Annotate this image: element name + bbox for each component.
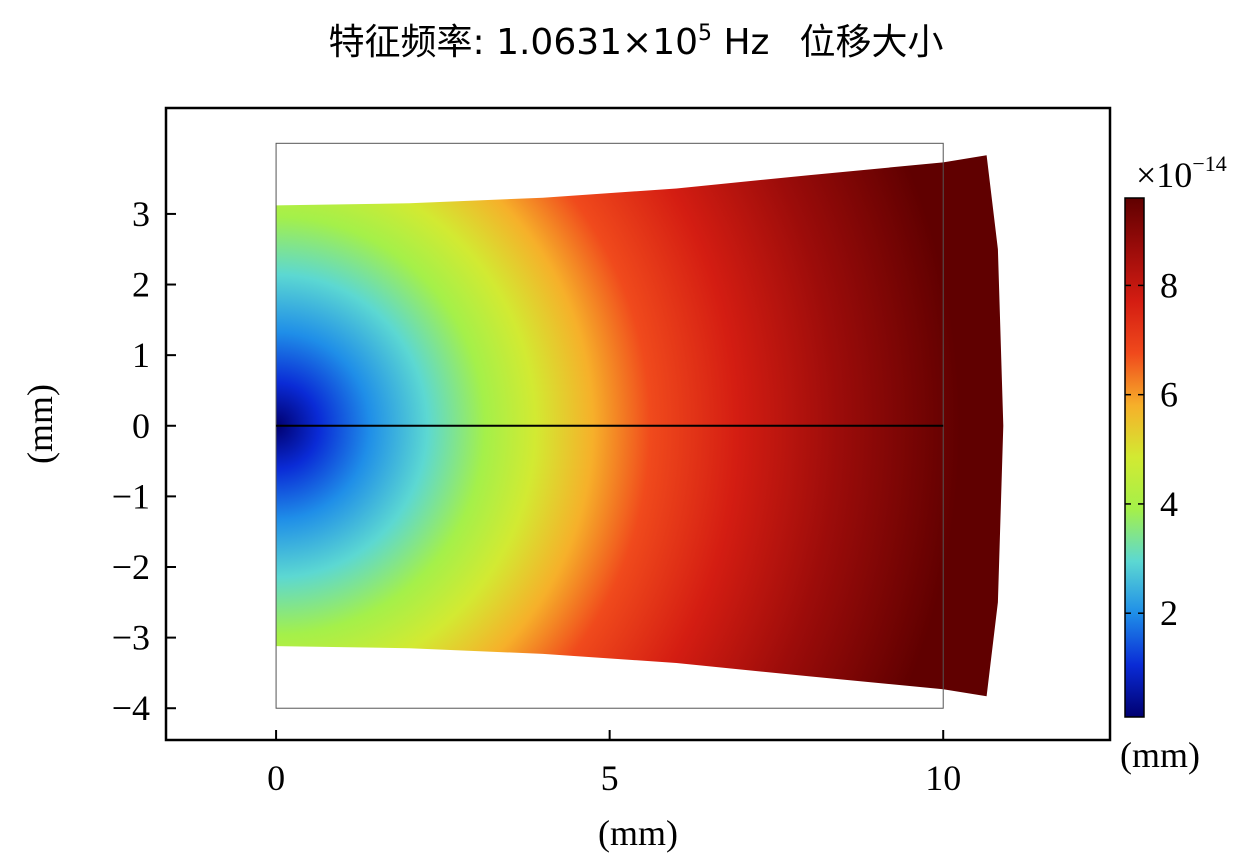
y-tick-label: 0: [132, 406, 150, 446]
y-tick-label: 3: [132, 194, 150, 234]
y-axis-label: (mm): [20, 384, 60, 464]
y-tick-label: 2: [132, 265, 150, 305]
colorbar-tick-label: 8: [1160, 265, 1178, 305]
colorbar-gradient: [1124, 197, 1145, 718]
colorbar-unit: (mm): [1120, 735, 1200, 775]
y-tick-label: 1: [132, 335, 150, 375]
x-tick-label: 5: [601, 758, 619, 798]
plot-area: [275, 142, 1004, 709]
chart-title: 特征频率: 1.0631×105 Hz 位移大小: [329, 21, 944, 63]
x-axis-label: (mm): [598, 813, 678, 853]
colorbar-ticks: 2 4 6 8: [1125, 265, 1178, 633]
colorbar-multiplier: ×10−14: [1136, 151, 1227, 195]
y-tick-label: −3: [112, 618, 150, 658]
colorbar-tick-label: 4: [1160, 484, 1178, 524]
y-tick-label: −1: [112, 476, 150, 516]
x-axis: 0 5 10: [267, 730, 961, 798]
y-axis: 3 2 1 0 −1 −2 −3 −4: [112, 194, 176, 728]
y-tick-label: −4: [112, 688, 150, 728]
colorbar-tick-label: 2: [1160, 593, 1178, 633]
x-tick-label: 0: [267, 758, 285, 798]
x-tick-label: 10: [925, 758, 961, 798]
colorbar: 2 4 6 8 ×10−14 (mm): [1120, 151, 1227, 775]
colorbar-tick-label: 6: [1160, 375, 1178, 415]
y-tick-label: −2: [112, 547, 150, 587]
axes-frame: [164, 106, 1112, 742]
